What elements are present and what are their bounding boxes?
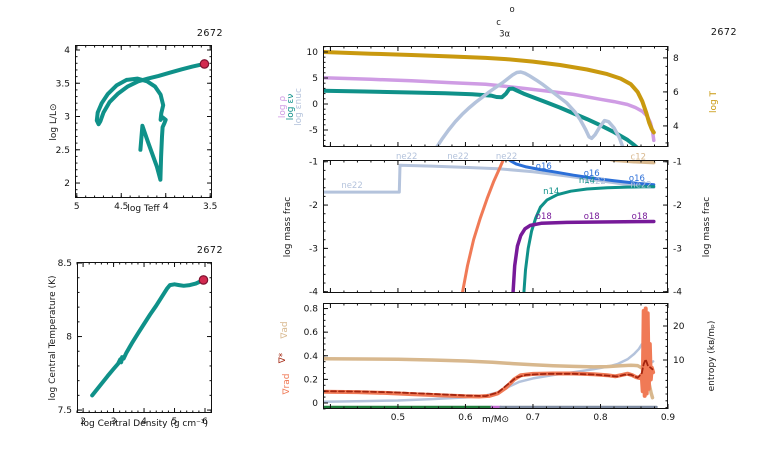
svg-text:o16: o16	[584, 169, 600, 179]
model-number-badge: 2672	[710, 27, 737, 38]
model-number-badge: 2672	[196, 28, 223, 39]
abundance-plot: -4 -4 -3 -3 -2 -2 -1 -1 ne22 ne22 ne22 ne22 c12 o16 o1…	[309, 152, 682, 298]
svg-text:n14: n14	[579, 176, 595, 186]
svg-text:5: 5	[312, 74, 318, 84]
svg-text:o: o	[509, 5, 514, 15]
svg-text:3α: 3α	[499, 29, 510, 39]
svg-text:10: 10	[673, 356, 685, 366]
svg-text:o16: o16	[536, 162, 552, 172]
svg-text:8: 8	[66, 333, 72, 343]
svg-text:0.6: 0.6	[304, 328, 319, 338]
svg-text:c12: c12	[631, 152, 647, 162]
svg-text:3.5: 3.5	[56, 79, 70, 89]
axis-label: entropy (kʙ/mₚ)	[707, 320, 717, 392]
svg-text:-3: -3	[673, 244, 682, 254]
model-number-badge: 2672	[196, 245, 223, 256]
svg-text:4.5: 4.5	[114, 202, 128, 212]
svg-text:2.5: 2.5	[56, 146, 70, 156]
axis-label: log εnuc	[294, 87, 304, 126]
axis-label: log mass frac	[283, 196, 293, 257]
svg-text:c: c	[496, 18, 501, 28]
svg-text:-3: -3	[309, 244, 318, 254]
gradients-entropy-plot: 0.5 0.6 0.7 0.8 0.9 0 0.2 0.4 0.6 0.8 10 20	[304, 303, 685, 423]
hr-diagram-panel: 5 4.5 4 3.5 2 2.5 3 3.5 4 2672 log Teff log L/L⊙	[49, 28, 222, 214]
trho-x-axis-label: log Central Density (g cm⁻³)	[81, 419, 208, 429]
svg-text:6: 6	[202, 417, 208, 427]
svg-text:o18: o18	[584, 212, 600, 222]
svg-text:-4: -4	[673, 288, 682, 298]
axis-label: ∇ad	[280, 320, 290, 339]
svg-text:0.8: 0.8	[593, 413, 608, 423]
svg-text:3.5: 3.5	[203, 202, 217, 212]
svg-text:-2: -2	[673, 201, 682, 211]
svg-text:-5: -5	[309, 126, 318, 136]
svg-text:4: 4	[673, 122, 679, 132]
hr-x-axis-label: log Teff	[127, 204, 160, 214]
svg-text:ne22: ne22	[584, 177, 605, 187]
svg-text:ne22: ne22	[496, 152, 517, 162]
svg-text:5: 5	[74, 202, 80, 212]
svg-text:0.8: 0.8	[304, 305, 319, 315]
svg-text:n14: n14	[543, 187, 559, 197]
svg-text:7.5: 7.5	[58, 406, 72, 416]
svg-text:6: 6	[673, 88, 679, 98]
svg-text:5: 5	[172, 417, 178, 427]
svg-text:2: 2	[64, 179, 70, 189]
axis-label: log mass frac	[702, 196, 712, 257]
svg-text:4: 4	[163, 202, 169, 212]
svg-text:0: 0	[312, 399, 318, 409]
svg-text:0.4: 0.4	[304, 352, 319, 362]
svg-text:ne22: ne22	[630, 181, 651, 191]
svg-text:ne22: ne22	[396, 152, 417, 162]
central-t-rho-panel: 2 3 4 5 6 7.5 8 8.5 2672 log Central Density (g…	[48, 245, 222, 429]
svg-text:20: 20	[673, 322, 685, 332]
svg-text:o18: o18	[536, 212, 552, 222]
profile-thermo-panel: -5 0 5 10 4 6 8 o c 3α log ρ log εν log εnuc log T	[278, 5, 719, 147]
svg-text:2: 2	[80, 417, 86, 427]
hr-diagram-plot: 5 4.5 4 3.5 2 2.5 3 3.5 4	[56, 45, 217, 212]
svg-text:8.5: 8.5	[58, 259, 72, 269]
svg-text:0.6: 0.6	[458, 413, 473, 423]
mass-x-axis-label: m/M⊙	[481, 415, 510, 425]
svg-text:0.9: 0.9	[661, 413, 676, 423]
axis-label: log Central Temperature (K)	[48, 274, 58, 401]
svg-text:-2: -2	[309, 201, 318, 211]
central-t-rho-plot: 2 3 4 5 6 7.5 8 8.5	[58, 259, 212, 427]
svg-text:-4: -4	[309, 288, 318, 298]
svg-text:3: 3	[111, 417, 117, 427]
svg-text:o18: o18	[632, 212, 648, 222]
svg-text:4: 4	[64, 46, 70, 56]
abundance-panel: -4 -4 -3 -3 -2 -2 -1 -1 ne22 ne22 ne22 ne22 c12 o16 o1…	[283, 152, 712, 298]
axis-label: ∇*	[278, 352, 288, 364]
svg-text:3: 3	[64, 113, 70, 123]
svg-text:-1: -1	[309, 158, 318, 168]
svg-text:ne22: ne22	[341, 181, 362, 191]
axis-label: ∇rad	[282, 373, 292, 395]
axis-label: log L/L⊙	[49, 102, 59, 141]
svg-text:10: 10	[307, 48, 319, 58]
svg-text:8: 8	[673, 54, 679, 64]
svg-text:-1: -1	[673, 158, 682, 168]
svg-text:0.7: 0.7	[526, 413, 540, 423]
svg-text:4: 4	[141, 417, 147, 427]
svg-text:0.2: 0.2	[304, 375, 318, 385]
svg-text:0.5: 0.5	[391, 413, 405, 423]
svg-text:ne22: ne22	[447, 152, 468, 162]
gradients-entropy-panel: 0.5 0.6 0.7 0.8 0.9 0 0.2 0.4 0.6 0.8 10 20 m/M⊙ ∇a…	[278, 303, 717, 425]
svg-text:0: 0	[312, 100, 318, 110]
svg-text:o16: o16	[629, 174, 645, 184]
axis-label: log T	[709, 90, 719, 113]
